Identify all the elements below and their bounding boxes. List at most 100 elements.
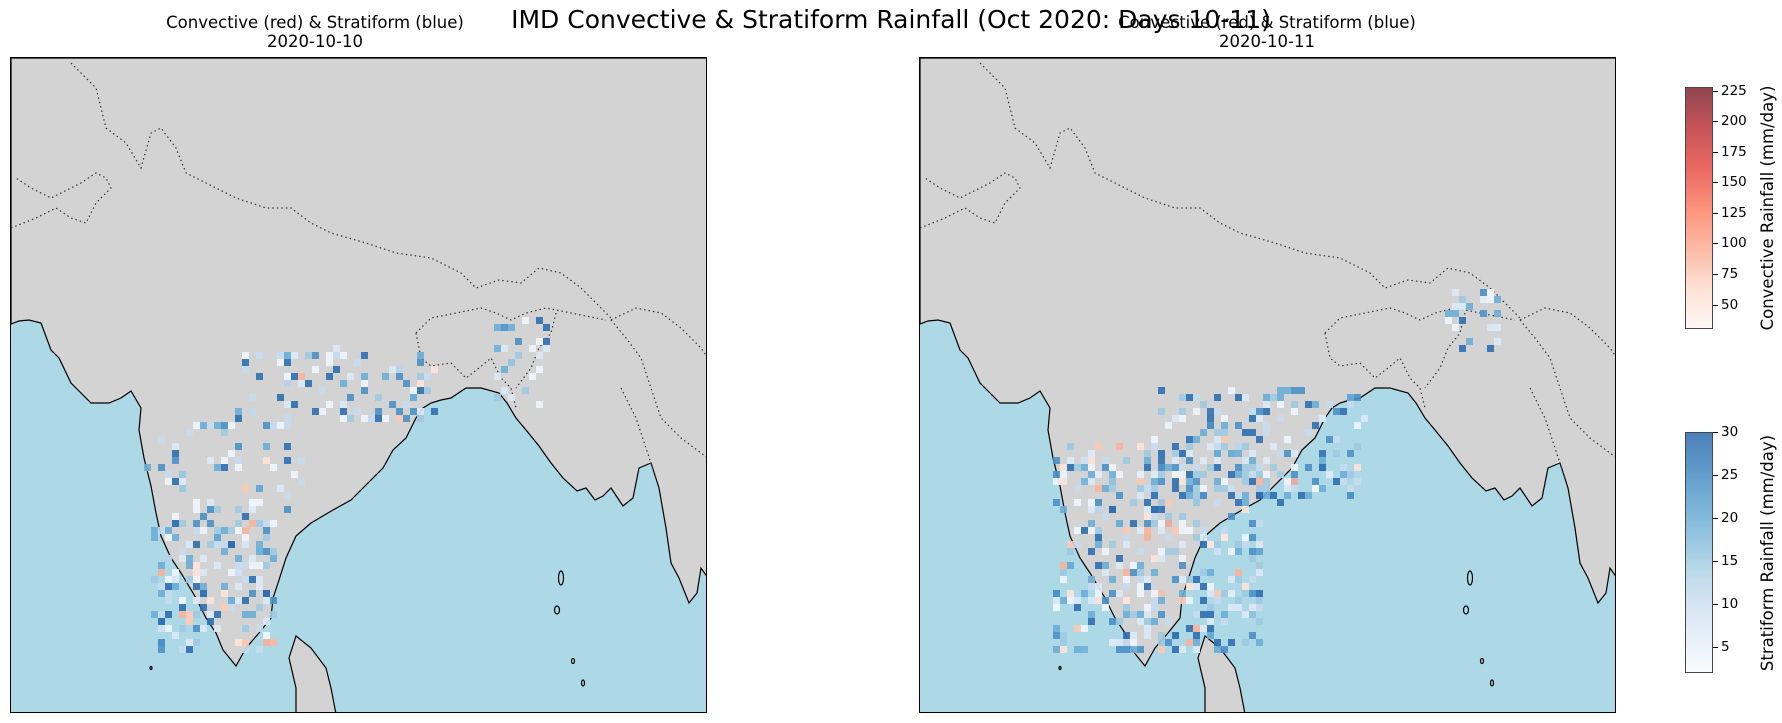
rain-cell — [1214, 485, 1221, 492]
rain-cell — [263, 457, 270, 464]
rain-cell — [235, 639, 242, 646]
rain-cell — [1109, 478, 1116, 485]
rain-cell — [1207, 569, 1214, 576]
rain-cell — [165, 597, 172, 604]
rain-cell — [1151, 471, 1158, 478]
rain-cell — [536, 401, 543, 408]
rain-cell — [1151, 520, 1158, 527]
rain-cell — [1067, 541, 1074, 548]
rain-cell — [1256, 548, 1263, 555]
rain-cell — [1095, 527, 1102, 534]
rain-cell — [361, 380, 368, 387]
rain-cell — [1193, 520, 1200, 527]
rain-cell — [1207, 408, 1214, 415]
rain-cell — [235, 408, 242, 415]
rain-cell — [242, 352, 249, 359]
rain-cell — [1249, 471, 1256, 478]
rain-cell — [193, 639, 200, 646]
rain-cell — [1151, 513, 1158, 520]
rain-cell — [1088, 618, 1095, 625]
rain-cell — [1256, 618, 1263, 625]
rain-cell — [1193, 534, 1200, 541]
rain-cell — [1228, 548, 1235, 555]
rain-cell — [389, 401, 396, 408]
rain-cell — [1109, 541, 1116, 548]
rain-cell — [1214, 436, 1221, 443]
rain-cell — [410, 387, 417, 394]
rain-cell — [389, 366, 396, 373]
rain-cell — [1263, 429, 1270, 436]
rain-cell — [263, 590, 270, 597]
rain-cell — [1207, 632, 1214, 639]
rain-cell — [151, 534, 158, 541]
rain-cell — [1487, 289, 1494, 296]
rain-cell — [1214, 429, 1221, 436]
rain-cell — [1221, 527, 1228, 534]
rain-cell — [242, 562, 249, 569]
rain-cell — [1186, 478, 1193, 485]
rain-cell — [1158, 506, 1165, 513]
rain-cell — [424, 387, 431, 394]
rain-cell — [291, 373, 298, 380]
rain-cell — [1060, 569, 1067, 576]
rain-cell — [1053, 471, 1060, 478]
map-panel-day10[interactable] — [10, 57, 707, 713]
rain-cell — [1263, 394, 1270, 401]
rain-cell — [256, 485, 263, 492]
rain-cell — [494, 345, 501, 352]
rain-cell — [1256, 604, 1263, 611]
rain-cell — [249, 576, 256, 583]
rain-cell — [158, 436, 165, 443]
rain-cell — [1221, 590, 1228, 597]
rain-cell — [1193, 394, 1200, 401]
rain-cell — [256, 576, 263, 583]
rain-cell — [1130, 611, 1137, 618]
rain-cell — [1088, 520, 1095, 527]
sri-lanka — [288, 634, 337, 712]
rain-cell — [1305, 429, 1312, 436]
rain-cell — [228, 604, 235, 611]
rain-cell — [1256, 569, 1263, 576]
rain-cell — [1179, 555, 1186, 562]
rain-cell — [298, 457, 305, 464]
rain-cell — [1249, 555, 1256, 562]
rain-cell — [1228, 639, 1235, 646]
rain-cell — [354, 408, 361, 415]
rain-cell — [1144, 604, 1151, 611]
rain-cell — [1102, 457, 1109, 464]
rain-cell — [1193, 471, 1200, 478]
rain-cell — [1144, 513, 1151, 520]
rain-cell — [396, 373, 403, 380]
map-panel-day11[interactable] — [919, 57, 1616, 713]
rain-cell — [1284, 492, 1291, 499]
rain-cell — [165, 478, 172, 485]
rain-cell — [1060, 597, 1067, 604]
rain-cell — [1102, 597, 1109, 604]
rain-cell — [221, 422, 228, 429]
rain-cell — [1487, 345, 1494, 352]
rain-cell — [235, 415, 242, 422]
rain-cell — [529, 345, 536, 352]
rain-cell — [1137, 576, 1144, 583]
rain-cell — [1459, 345, 1466, 352]
rain-cell — [242, 625, 249, 632]
rain-cell — [193, 583, 200, 590]
rain-cell — [1319, 485, 1326, 492]
rain-cell — [1256, 492, 1263, 499]
rain-cell — [256, 352, 263, 359]
colorbar-tick-label: 75 — [1721, 266, 1739, 282]
colorbar-tick — [1713, 475, 1718, 477]
rain-cell — [1053, 457, 1060, 464]
rain-cell — [214, 422, 221, 429]
colorbar-tick — [1713, 304, 1718, 306]
rain-cell — [1067, 597, 1074, 604]
rain-cell — [1207, 590, 1214, 597]
rain-cell — [1095, 534, 1102, 541]
rain-cell — [1158, 527, 1165, 534]
rain-cell — [1137, 590, 1144, 597]
rain-cell — [1193, 625, 1200, 632]
rain-cell — [193, 541, 200, 548]
rain-cell — [1081, 646, 1088, 653]
rain-cell — [158, 464, 165, 471]
rain-cell — [1074, 625, 1081, 632]
